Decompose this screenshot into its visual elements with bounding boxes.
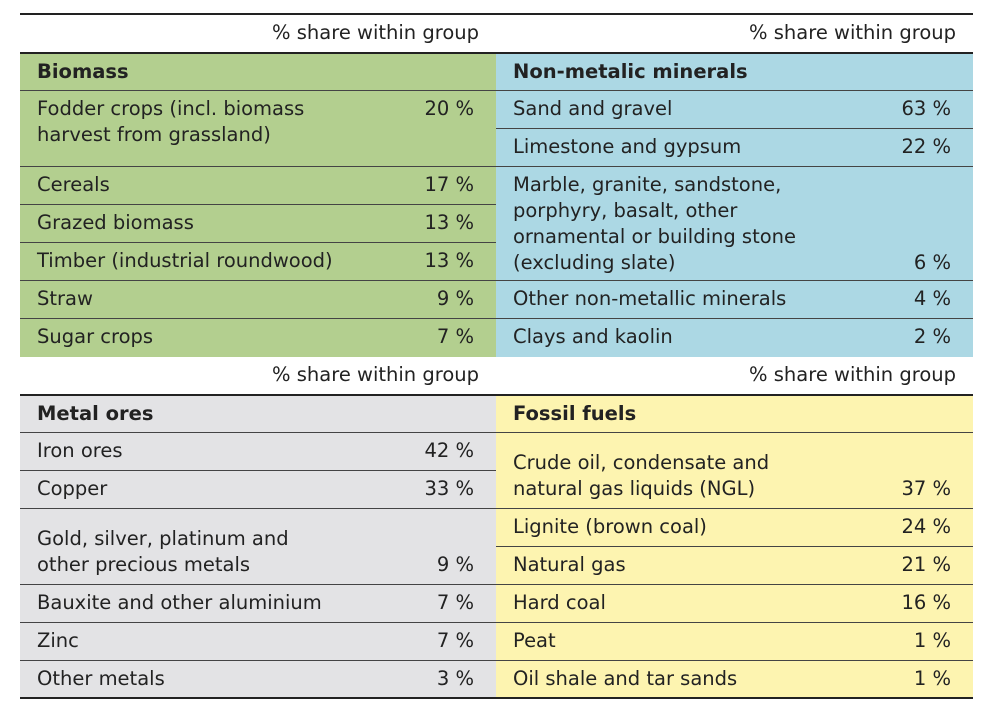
share-header: % share within group: [749, 21, 956, 44]
row-value: 9 %: [436, 287, 474, 310]
row-value: 2 %: [913, 325, 951, 348]
row-value: 20 %: [424, 97, 474, 120]
row-value: 1 %: [913, 667, 951, 690]
share-header: % share within group: [749, 363, 956, 386]
divider: [496, 90, 973, 91]
divider: [20, 660, 496, 661]
row-label: Zinc: [37, 629, 79, 652]
row-label: Sand and gravel: [513, 97, 673, 120]
row-label: Clays and kaolin: [513, 325, 673, 348]
row-value: 63 %: [901, 97, 951, 120]
row-label: Bauxite and other aluminium: [37, 591, 322, 614]
divider: [20, 52, 496, 54]
share-header: % share within group: [272, 21, 479, 44]
row-value: 37 %: [901, 477, 951, 500]
divider: [20, 394, 496, 396]
row-value: 13 %: [424, 249, 474, 272]
metals-body: Metal ores Iron ores 42 % Copper 33 % Go…: [20, 394, 496, 697]
row-label: Cereals: [37, 173, 110, 196]
table-bottom-rule: [20, 697, 973, 699]
divider: [496, 166, 973, 167]
row-label: Limestone and gypsum: [513, 135, 742, 158]
divider: [20, 280, 496, 281]
group-title: Metal ores: [37, 402, 154, 425]
row-label: Grazed biomass: [37, 211, 194, 234]
row-value: 9 %: [436, 553, 474, 576]
row-label: Oil shale and tar sands: [513, 667, 738, 690]
row-value: 13 %: [424, 211, 474, 234]
divider: [20, 166, 496, 167]
divider: [496, 128, 973, 129]
row-label: Timber (industrial roundwood): [37, 249, 333, 272]
divider: [20, 204, 496, 205]
row-value: 1 %: [913, 629, 951, 652]
row-label: Hard coal: [513, 591, 606, 614]
metals-panel: % share within group Metal ores Iron ore…: [20, 357, 496, 697]
divider: [20, 318, 496, 319]
row-value: 42 %: [424, 439, 474, 462]
row-label: Iron ores: [37, 439, 123, 462]
minerals-body: Non-metalic minerals Sand and gravel 63 …: [496, 52, 973, 357]
row-label: Straw: [37, 287, 93, 310]
row-value: 16 %: [901, 591, 951, 614]
row-value: 24 %: [901, 515, 951, 538]
biomass-panel: % share within group Biomass Fodder crop…: [20, 15, 496, 357]
divider: [496, 318, 973, 319]
divider: [20, 508, 496, 509]
row-value: 7 %: [436, 325, 474, 348]
row-label: Peat: [513, 629, 556, 652]
share-header: % share within group: [272, 363, 479, 386]
row-label: Natural gas: [513, 553, 626, 576]
divider: [496, 432, 973, 433]
row-label: Fodder crops (incl. biomass harvest from …: [37, 97, 305, 146]
row-label: Sugar crops: [37, 325, 154, 348]
fossil-body: Fossil fuels Crude oil, condensate and na…: [496, 394, 973, 697]
minerals-panel: % share within group Non-metalic mineral…: [496, 15, 973, 357]
divider: [496, 584, 973, 585]
group-title: Non-metalic minerals: [513, 60, 748, 83]
divider: [20, 622, 496, 623]
row-value: 17 %: [424, 173, 474, 196]
group-title: Biomass: [37, 60, 129, 83]
biomass-body: Biomass Fodder crops (incl. biomass harve…: [20, 52, 496, 357]
divider: [496, 622, 973, 623]
divider: [20, 432, 496, 433]
table-top-rule: [20, 13, 973, 15]
divider: [496, 546, 973, 547]
row-value: 21 %: [901, 553, 951, 576]
row-value: 7 %: [436, 629, 474, 652]
row-value: 22 %: [901, 135, 951, 158]
row-value: 33 %: [424, 477, 474, 500]
row-label: Other metals: [37, 667, 165, 690]
group-title: Fossil fuels: [513, 402, 637, 425]
row-label: Other non-metallic minerals: [513, 287, 787, 310]
divider: [20, 242, 496, 243]
divider: [496, 52, 973, 54]
row-label: Lignite (brown coal): [513, 515, 707, 538]
row-label: Copper: [37, 477, 108, 500]
divider: [496, 280, 973, 281]
divider: [20, 90, 496, 91]
row-value: 7 %: [436, 591, 474, 614]
divider: [20, 470, 496, 471]
divider: [496, 508, 973, 509]
row-value: 3 %: [436, 667, 474, 690]
divider: [20, 584, 496, 585]
fossil-panel: % share within group Fossil fuels Crude …: [496, 357, 973, 697]
divider: [496, 660, 973, 661]
row-value: 4 %: [913, 287, 951, 310]
divider: [496, 394, 973, 396]
row-label: Marble, granite, sandstone, porphyry, bas…: [513, 173, 797, 274]
row-label: Crude oil, condensate and natural gas liq…: [513, 451, 770, 500]
row-label: Gold, silver, platinum and other precious…: [37, 527, 289, 576]
row-value: 6 %: [913, 251, 951, 274]
